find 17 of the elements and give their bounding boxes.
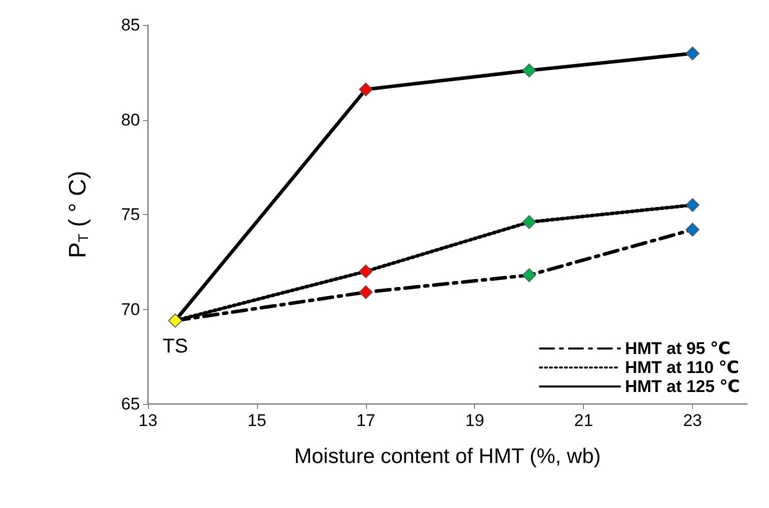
y-axis-title: PT ( ° C) <box>64 170 92 258</box>
legend-label: HMT at 125 ℃ <box>624 377 740 396</box>
y-tick-label: 70 <box>121 300 140 319</box>
legend-label: HMT at 95 ℃ <box>624 339 731 358</box>
y-tick-label: 85 <box>121 16 140 34</box>
x-tick-label: 15 <box>247 411 266 430</box>
annotation: TS <box>162 336 188 358</box>
x-tick-label: 13 <box>138 411 158 430</box>
y-tick-label: 80 <box>121 110 140 130</box>
x-tick-label: 23 <box>683 411 702 430</box>
x-tick-label: 17 <box>356 411 376 430</box>
x-tick-label: 19 <box>465 411 484 430</box>
y-tick-label: 75 <box>121 205 140 224</box>
x-axis-title: Moisture content of HMT (%, wb) <box>294 445 601 468</box>
legend-label: HMT at 110 ℃ <box>624 358 740 377</box>
y-tick-label: 65 <box>121 394 140 414</box>
x-tick-label: 21 <box>574 411 594 430</box>
